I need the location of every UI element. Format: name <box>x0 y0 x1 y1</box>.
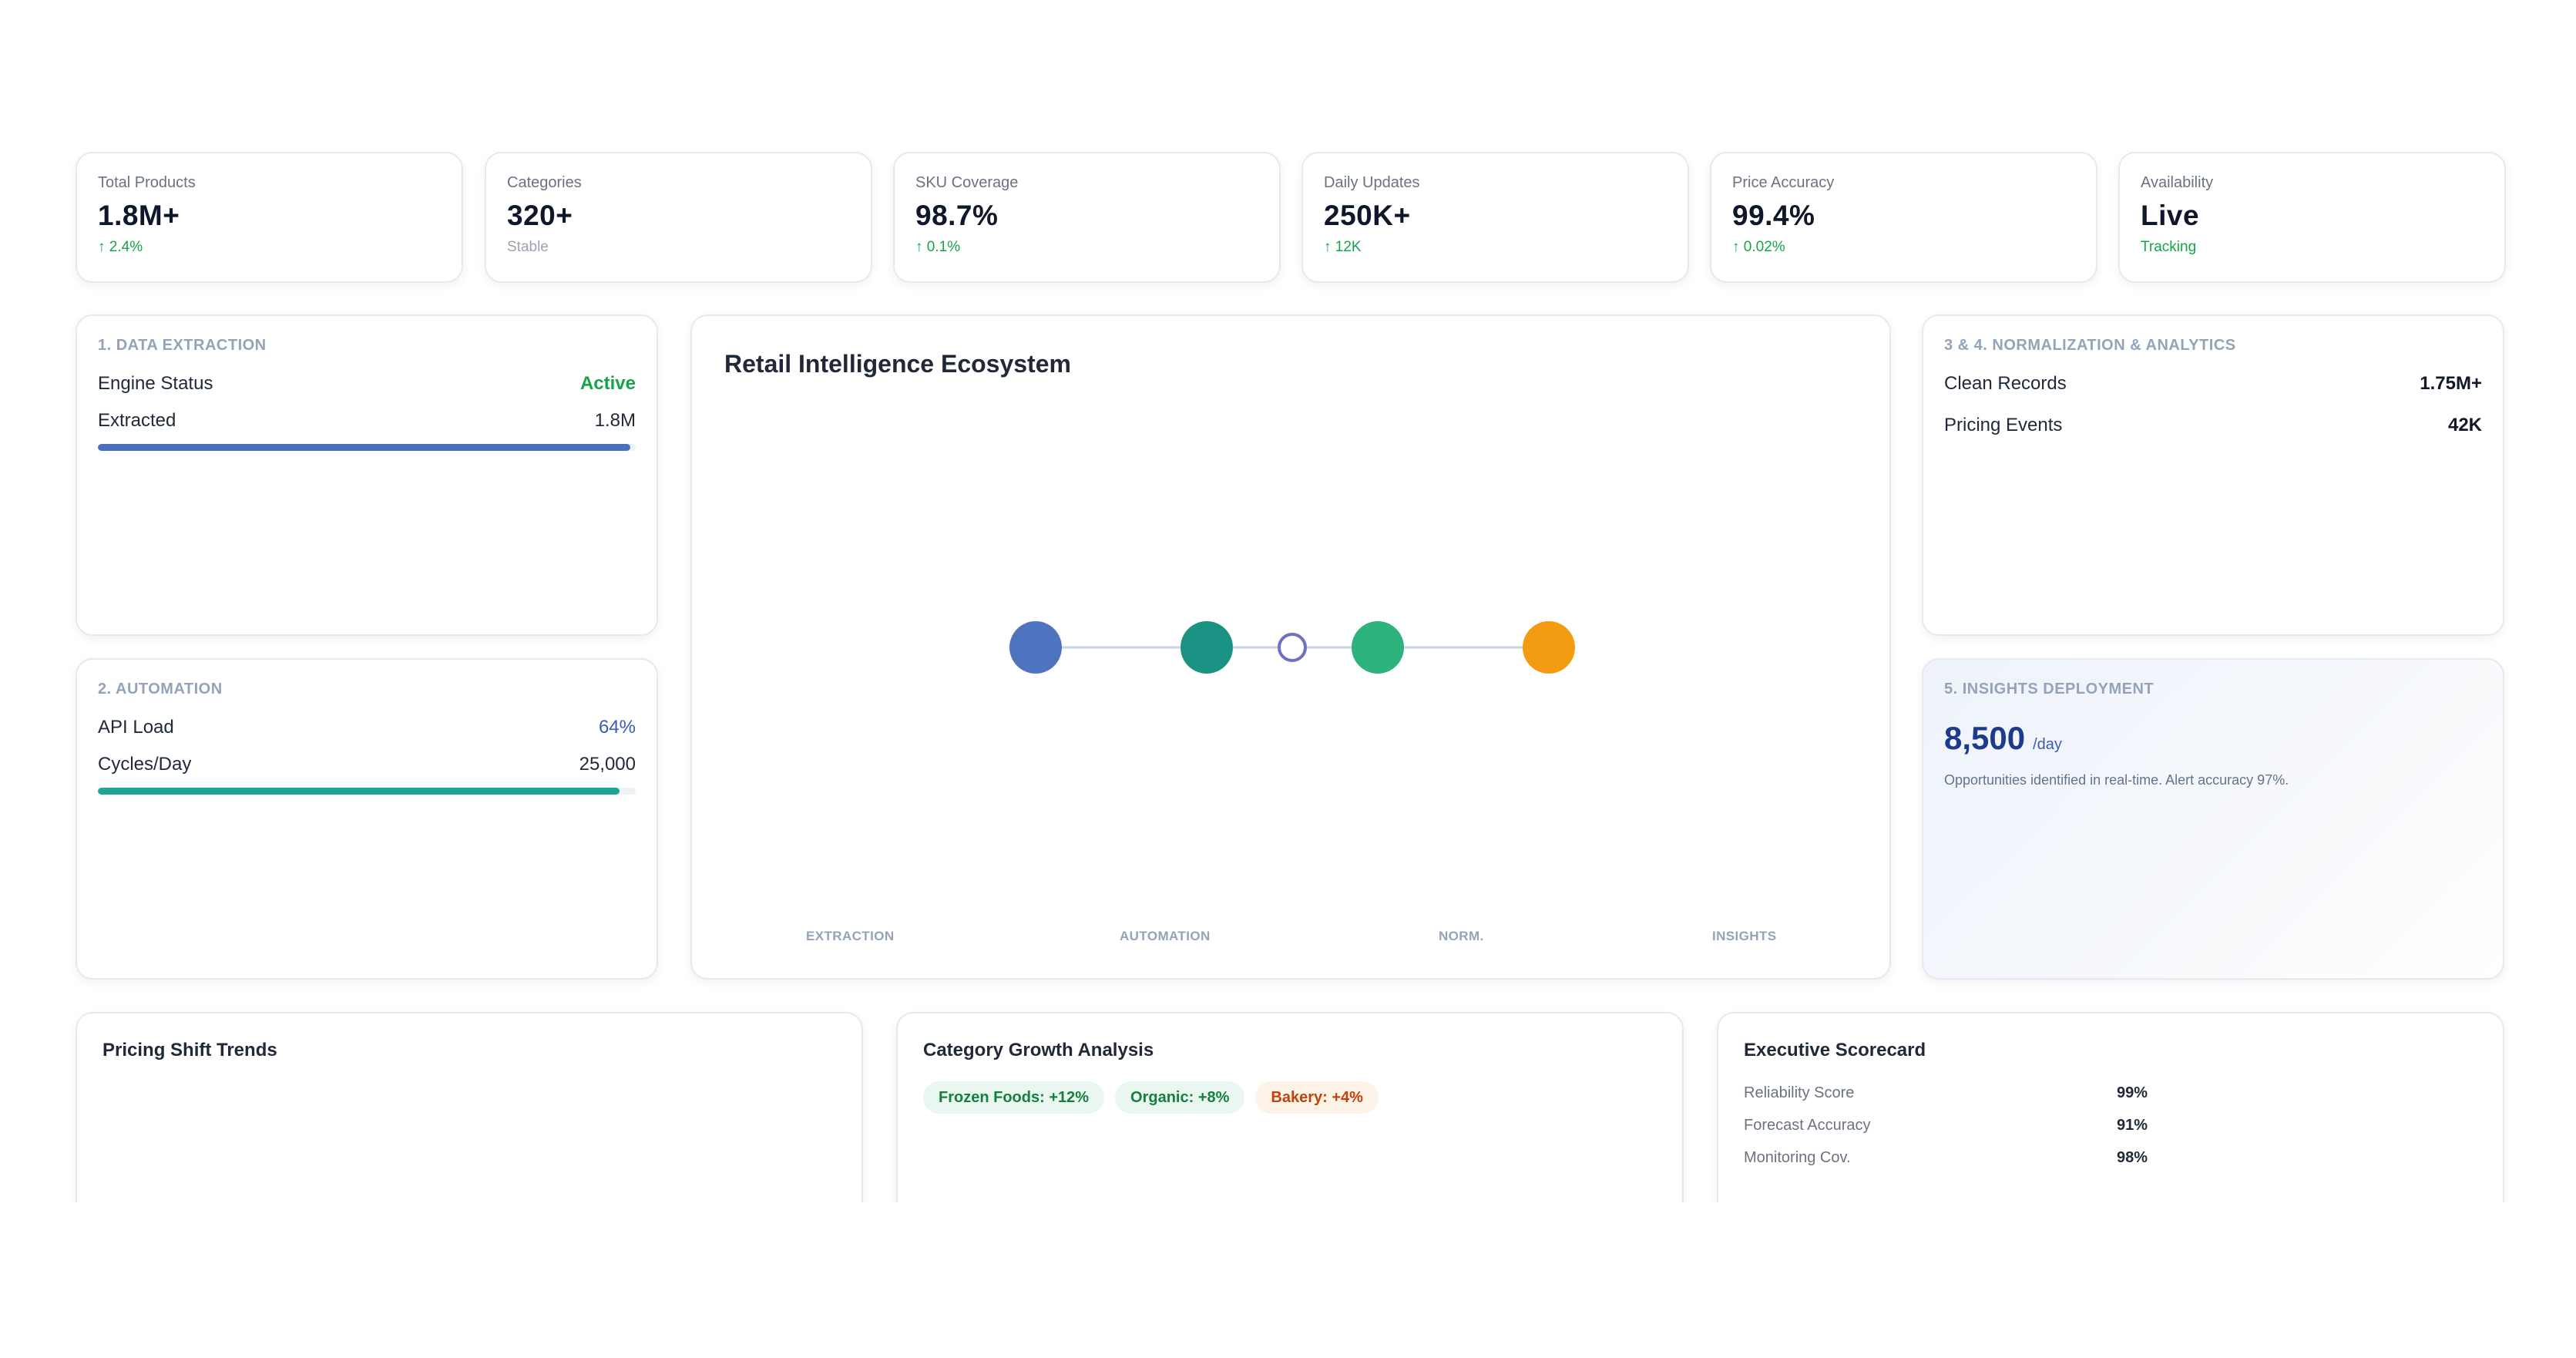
score-value: 91% <box>2117 1117 2148 1134</box>
insights-metric: 8,500 /day <box>1944 720 2482 757</box>
kpi-trend: ↑ 0.02% <box>1732 239 1785 255</box>
kpi-value: 250K+ <box>1324 200 1411 231</box>
panel-title: 5. INSIGHTS DEPLOYMENT <box>1944 681 2155 697</box>
insights-description: Opportunities identified in real-time. A… <box>1944 772 2289 788</box>
row-label: API Load <box>98 717 174 738</box>
row-label: Engine Status <box>98 373 213 394</box>
scorecard-row: Monitoring Cov. 98% <box>1744 1149 2477 1166</box>
chip-bakery[interactable]: Bakery: +4% <box>1255 1081 1379 1114</box>
kpi-value: 1.8M+ <box>98 200 180 231</box>
card-title: Executive Scorecard <box>1744 1040 1926 1061</box>
insights-value: 8,500 <box>1944 720 2026 756</box>
insights-deployment-panel: 5. INSIGHTS DEPLOYMENT 8,500 /day Opport… <box>1922 658 2504 980</box>
row-value: 42K <box>2447 415 2482 435</box>
panel-title: 1. DATA EXTRACTION <box>98 337 267 354</box>
kpi-value: 99.4% <box>1732 200 1815 231</box>
chip-organic[interactable]: Organic: +8% <box>1115 1081 1245 1114</box>
kpi-card-availability: Availability Live Tracking <box>2118 152 2506 283</box>
score-label: Reliability Score <box>1744 1084 1855 1101</box>
row-value: 1.8M <box>594 410 636 431</box>
kpi-label: SKU Coverage <box>915 174 1019 191</box>
kpi-trend: ↑ 12K <box>1324 239 1362 255</box>
kpi-value: Live <box>2141 200 2200 231</box>
kpi-label: Price Accuracy <box>1732 174 1835 191</box>
scorecard-row: Reliability Score 99% <box>1744 1084 2477 1101</box>
ecosystem-flow-diagram <box>1009 621 1575 674</box>
stage-label-insights: INSIGHTS <box>1712 929 1777 943</box>
kpi-trend: ↑ 2.4% <box>98 239 143 255</box>
automation-panel: 2. AUTOMATION API Load 64% Cycles/Day 25… <box>76 658 658 980</box>
insights-node[interactable] <box>1523 621 1575 674</box>
row-label: Pricing Events <box>1944 415 2063 435</box>
kpi-label: Availability <box>2141 174 2214 191</box>
automation-progress-track <box>98 788 636 795</box>
extraction-progress-track <box>98 444 636 451</box>
card-title: Category Growth Analysis <box>923 1040 1154 1061</box>
row-value: 25,000 <box>579 754 636 775</box>
extracted-row: Extracted 1.8M <box>98 410 636 432</box>
page-bottom-whitespace <box>0 1202 2576 1358</box>
panel-title: 3 & 4. NORMALIZATION & ANALYTICS <box>1944 337 2236 354</box>
kpi-card-price-accuracy: Price Accuracy 99.4% ↑ 0.02% <box>1710 152 2097 283</box>
card-title: Pricing Shift Trends <box>102 1040 277 1061</box>
row-value: 64% <box>598 717 636 738</box>
score-value: 99% <box>2117 1084 2148 1101</box>
scorecard-row: Forecast Accuracy 91% <box>1744 1117 2477 1134</box>
extraction-node[interactable] <box>1009 621 1062 674</box>
kpi-label: Total Products <box>98 174 196 191</box>
kpi-trend: ↑ 0.1% <box>915 239 961 255</box>
engine-status-row: Engine Status Active <box>98 373 636 395</box>
panel-title: 2. AUTOMATION <box>98 681 223 697</box>
kpi-card-total-products: Total Products 1.8M+ ↑ 2.4% <box>76 152 463 283</box>
stage-label-normalization: NORM. <box>1439 929 1484 943</box>
kpi-card-daily-updates: Daily Updates 250K+ ↑ 12K <box>1301 152 1689 283</box>
normalization-analytics-panel: 3 & 4. NORMALIZATION & ANALYTICS Clean R… <box>1922 314 2504 636</box>
growth-chips: Frozen Foods: +12% Organic: +8% Bakery: … <box>923 1081 1657 1114</box>
score-label: Monitoring Cov. <box>1744 1149 1851 1166</box>
row-value: Active <box>579 373 636 394</box>
kpi-value: 98.7% <box>915 200 999 231</box>
hub-node[interactable] <box>1278 633 1307 662</box>
cycles-per-day-row: Cycles/Day 25,000 <box>98 754 636 775</box>
ecosystem-title: Retail Intelligence Ecosystem <box>724 350 1071 378</box>
kpi-value: 320+ <box>507 200 573 231</box>
stage-label-automation: AUTOMATION <box>1120 929 1211 943</box>
row-label: Clean Records <box>1944 373 2067 394</box>
row-label: Cycles/Day <box>98 754 192 775</box>
automation-progress-fill <box>98 788 620 795</box>
stage-label-extraction: EXTRACTION <box>806 929 895 943</box>
scorecard-list: Reliability Score 99% Forecast Accuracy … <box>1744 1084 2477 1166</box>
api-load-row: API Load 64% <box>98 717 636 738</box>
kpi-label: Daily Updates <box>1324 174 1420 191</box>
row-label: Extracted <box>98 410 176 431</box>
score-label: Forecast Accuracy <box>1744 1117 1871 1134</box>
kpi-card-categories: Categories 320+ Stable <box>485 152 872 283</box>
pricing-events-row: Pricing Events 42K <box>1944 415 2482 436</box>
kpi-trend: Tracking <box>2141 239 2197 255</box>
chip-frozen-foods[interactable]: Frozen Foods: +12% <box>923 1081 1105 1114</box>
insights-unit: /day <box>2033 736 2062 753</box>
row-value: 1.75M+ <box>2420 373 2482 394</box>
extraction-progress-fill <box>98 444 631 451</box>
automation-node[interactable] <box>1181 621 1233 674</box>
kpi-card-sku-coverage: SKU Coverage 98.7% ↑ 0.1% <box>893 152 1281 283</box>
score-value: 98% <box>2117 1149 2148 1166</box>
kpi-trend: Stable <box>507 239 549 255</box>
kpi-label: Categories <box>507 174 582 191</box>
normalization-node[interactable] <box>1352 621 1404 674</box>
data-extraction-panel: 1. DATA EXTRACTION Engine Status Active … <box>76 314 658 636</box>
ecosystem-panel: Retail Intelligence Ecosystem EXTRACTION… <box>690 314 1891 980</box>
clean-records-row: Clean Records 1.75M+ <box>1944 373 2482 395</box>
